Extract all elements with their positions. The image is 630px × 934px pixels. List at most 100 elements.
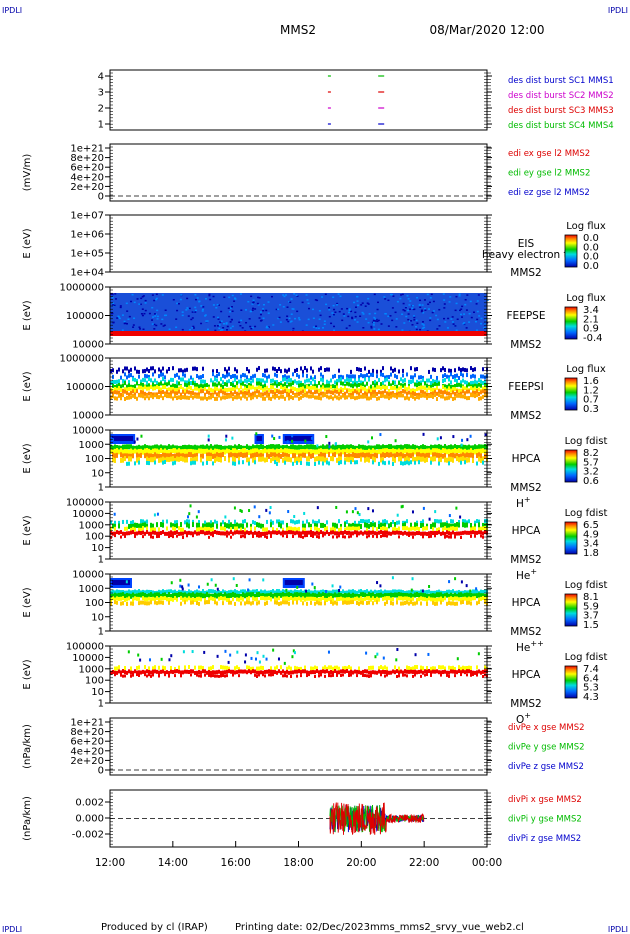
spectrogram-cell (408, 320, 411, 322)
spectrogram-cell (276, 448, 278, 454)
spectrogram-cell (256, 651, 259, 655)
spectrogram-cell (358, 670, 360, 675)
spectrogram-cell (144, 309, 147, 312)
spectrogram-cell (228, 600, 230, 605)
spectrogram-cell (294, 453, 296, 459)
spectrogram-cell (292, 381, 294, 386)
spectrogram-cell (392, 461, 394, 466)
spectrogram-cell (466, 368, 468, 373)
footer-filename: mms_mms2_srvy_vue_web2.cl (370, 922, 524, 933)
spectrogram-cell (158, 670, 160, 675)
spectrogram-cell (463, 313, 466, 315)
spectrogram-cell (476, 318, 479, 321)
spectrogram-cell (334, 394, 336, 399)
spectrogram-cell (406, 665, 408, 670)
spectrogram-cell (294, 368, 296, 373)
spectrogram-cell (414, 460, 416, 465)
spectrogram-cell (188, 390, 190, 395)
spectrogram-cell (404, 669, 406, 674)
spectrogram-cell (224, 596, 226, 601)
colorbar-tick-label: 0.0 (583, 242, 599, 253)
spectrogram-cell (476, 589, 478, 594)
spectrogram-cell (340, 456, 342, 462)
spectrogram-cell (430, 293, 433, 296)
spectrogram-cell (426, 388, 428, 393)
spectrogram-cell (468, 600, 470, 605)
spacecraft-label: MMS2 (510, 554, 541, 566)
spectrogram-cell (328, 309, 331, 311)
spectrogram-cell (232, 456, 234, 462)
spectrogram-cell (186, 380, 188, 385)
spectrogram-cell (468, 590, 470, 595)
spectrogram-cell (270, 519, 272, 524)
spectrogram-cell (170, 377, 172, 382)
spectrogram-cell (412, 666, 414, 671)
spectrogram-cell (342, 449, 344, 455)
spectrogram-cell (214, 530, 216, 535)
spectrogram-cell (356, 534, 358, 538)
y-tick-label: 10000 (72, 426, 104, 437)
spectrogram-cell (285, 318, 288, 321)
spectrogram-cell (474, 394, 476, 399)
spectrogram-cell (200, 305, 203, 307)
spectrogram-cell (150, 453, 152, 459)
spectrogram-cell (394, 445, 396, 451)
spectrogram-cell (190, 600, 192, 605)
spectrogram-cell (320, 384, 322, 389)
spectrogram-cell (438, 389, 440, 394)
spectrogram-cell (438, 381, 440, 386)
spectrogram-cell (229, 307, 232, 309)
spectrogram-cell (380, 394, 382, 399)
spectrogram-cell (346, 448, 348, 454)
spectrogram-cell (310, 530, 312, 535)
spectrogram-cell (358, 601, 360, 606)
spectrogram-cell (392, 453, 394, 459)
spectrogram-cell (306, 519, 308, 524)
spectrogram-cell (317, 327, 320, 329)
spectrogram-cell (338, 534, 340, 538)
spectrogram-cell (286, 674, 288, 678)
spectrogram-cell (450, 456, 452, 462)
spectrogram-cell (382, 452, 384, 458)
spectrogram-cell (233, 506, 236, 510)
spectrogram-cell (156, 453, 158, 459)
spectrogram-cell (328, 670, 330, 675)
spectrogram-cell (148, 658, 151, 662)
spectrogram-cell (429, 297, 432, 299)
spectrogram-cell (248, 665, 250, 670)
spectrogram-cell (190, 461, 192, 466)
spectrogram-cell (448, 589, 450, 594)
spectrogram-cell (427, 308, 430, 310)
spectrogram-cell (122, 457, 124, 463)
spectrogram-cell (230, 318, 233, 321)
spectrogram-cell (296, 456, 298, 462)
spectrogram-cell (310, 593, 312, 599)
spectrogram-cell (438, 519, 440, 524)
spectrogram-cell (266, 449, 268, 455)
spectrogram-cell (464, 391, 466, 396)
spectrogram-cell (326, 387, 328, 392)
spectrogram-cell (332, 522, 334, 528)
spectrogram-cell (312, 449, 314, 455)
spectrogram-cell (144, 448, 146, 454)
spectrogram-cell (252, 589, 254, 594)
spectrogram-cell (120, 387, 122, 392)
spectrogram-cell (154, 444, 156, 450)
spectrogram-cell (410, 590, 412, 595)
spectrogram-cell (277, 308, 280, 311)
spectrogram-cell (421, 589, 424, 593)
spectrogram-cell (312, 596, 314, 601)
spectrogram-cell (280, 448, 282, 454)
spectrogram-cell (480, 596, 482, 601)
spectrogram-cell (378, 666, 380, 671)
spectrogram-cell (430, 523, 432, 529)
spectrogram-cell (404, 377, 406, 382)
spectrogram-cell (214, 396, 216, 401)
spectrogram-cell (270, 448, 272, 454)
spectrogram-blob (112, 580, 130, 585)
spectrogram-cell (218, 381, 220, 386)
spectrogram-cell (216, 448, 218, 454)
spectrogram-cell (420, 453, 422, 459)
spectrogram-cell (214, 382, 216, 387)
spectrogram-cell (192, 600, 194, 605)
